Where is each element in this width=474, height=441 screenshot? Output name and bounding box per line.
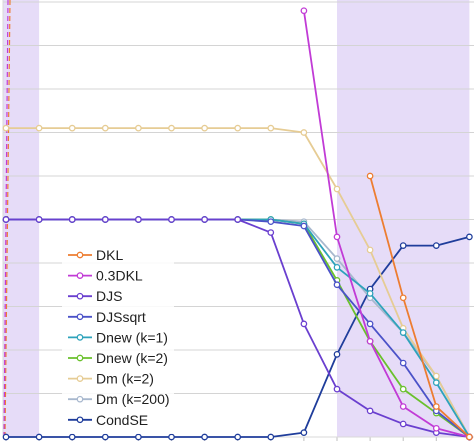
legend-item-0-3dkl: 0.3DKL <box>68 268 143 284</box>
legend-item-condse: CondSE <box>68 412 148 428</box>
point-dm-k-2 <box>267 124 275 132</box>
point-condse <box>168 433 175 441</box>
legend-label: DKL <box>96 247 123 263</box>
legend-item-dkl: DKL <box>68 247 123 263</box>
point-condse <box>267 433 275 441</box>
point-0-3dkl <box>366 337 374 345</box>
point-djssqrt <box>366 320 374 328</box>
point-djs <box>168 216 175 223</box>
point-djs <box>366 407 374 415</box>
shaded-region-2 <box>337 0 470 437</box>
legend-swatch-marker <box>76 272 84 279</box>
point-condse <box>300 429 308 436</box>
point-djssqrt <box>300 222 308 230</box>
legend-swatch-marker <box>76 354 84 362</box>
point-dm-k-2 <box>234 124 242 132</box>
point-dm-k-2 <box>366 246 374 254</box>
legend-item-dnew-k-1: Dnew (k=1) <box>68 329 168 345</box>
point-djs <box>267 229 275 236</box>
point-condse <box>333 350 341 358</box>
legend-item-dm-k-200: Dm (k=200) <box>68 391 170 407</box>
point-djs <box>35 216 43 223</box>
point-dm-k-2 <box>135 124 142 132</box>
point-condse <box>466 233 473 241</box>
point-djs <box>101 216 109 223</box>
series-group <box>2 7 473 441</box>
legend-item-dnew-k-2: Dnew (k=2) <box>68 350 168 366</box>
point-0-3dkl <box>333 233 341 241</box>
point-djs <box>68 216 76 223</box>
series-dkl <box>366 172 473 441</box>
point-dm-k-2 <box>432 372 440 380</box>
legend-swatch-marker <box>76 313 84 321</box>
point-djs <box>399 420 407 428</box>
point-dm-k-200 <box>333 255 341 262</box>
point-dm-k-2 <box>68 124 76 132</box>
legend-swatch-marker <box>76 251 84 259</box>
point-dm-k-2 <box>201 124 208 132</box>
point-djs <box>201 216 208 223</box>
legend-swatch-marker <box>76 292 84 300</box>
legend-label: 0.3DKL <box>96 268 143 284</box>
legend-swatch-marker <box>76 416 84 424</box>
legend-item-djs: DJS <box>68 288 122 304</box>
legend-label: DJS <box>96 288 122 304</box>
point-dm-k-2 <box>101 124 109 132</box>
point-condse <box>68 433 76 441</box>
point-dkl <box>399 294 407 302</box>
point-0-3dkl <box>399 403 407 410</box>
point-condse <box>201 433 208 441</box>
point-condse <box>399 242 407 249</box>
shaded-regions <box>3 0 470 437</box>
legend-label: Dnew (k=2) <box>96 350 168 366</box>
point-djs <box>234 216 242 223</box>
point-dnew-k-1 <box>366 290 374 297</box>
legend-label: CondSE <box>96 412 148 428</box>
point-dnew-k-1 <box>399 329 407 336</box>
point-dnew-k-2 <box>399 385 407 393</box>
legend-label: Dm (k=200) <box>96 391 170 407</box>
legend-label: DJSsqrt <box>96 309 146 325</box>
point-djs <box>2 216 10 223</box>
legend-label: Dnew (k=1) <box>96 329 168 345</box>
legend-item-djssqrt: DJSsqrt <box>68 309 146 325</box>
point-djssqrt <box>399 359 407 367</box>
point-dkl <box>432 403 440 410</box>
point-0-3dkl <box>432 424 440 432</box>
point-dkl <box>466 433 473 441</box>
point-dm-k-2 <box>168 124 175 132</box>
point-dm-k-2 <box>2 124 10 132</box>
point-djssqrt <box>333 281 341 289</box>
point-djssqrt <box>267 218 275 226</box>
point-djs <box>333 385 341 393</box>
series-djs <box>2 216 473 441</box>
point-0-3dkl <box>300 7 308 15</box>
point-condse <box>35 433 43 441</box>
point-dm-k-2 <box>300 129 308 136</box>
point-condse <box>2 433 10 441</box>
series-line-0-3dkl <box>303 10 470 438</box>
legend-swatch-marker <box>76 395 84 403</box>
point-condse <box>135 433 142 441</box>
legend: DKL 0.3DKL DJS DJSsqrt Dnew (k=1) Dnew (k=2) D… <box>62 244 174 434</box>
point-condse <box>101 433 109 441</box>
legend-swatch-marker <box>76 375 84 382</box>
point-dnew-k-1 <box>333 263 341 271</box>
point-dnew-k-1 <box>432 379 440 386</box>
legend-item-dm-k-2: Dm (k=2) <box>68 371 154 387</box>
point-dkl <box>366 172 374 180</box>
point-condse <box>234 433 242 441</box>
series-line-dkl <box>369 175 471 438</box>
legend-swatch-marker <box>76 334 84 341</box>
point-djs <box>135 216 142 223</box>
point-condse <box>432 242 440 249</box>
point-dm-k-2 <box>35 124 43 132</box>
point-dm-k-2 <box>333 185 341 193</box>
legend-label: Dm (k=2) <box>96 371 154 387</box>
point-djs <box>300 320 308 328</box>
